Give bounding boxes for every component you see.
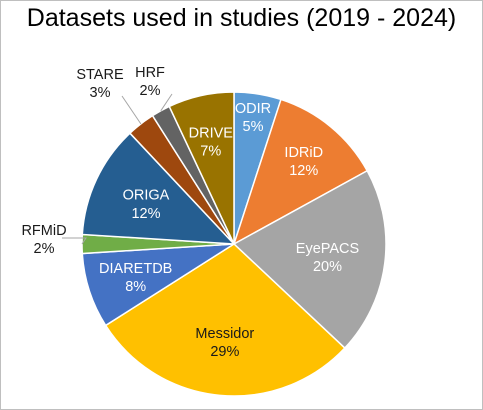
pie-slice-eyepacs: [232, 169, 387, 350]
slice-label-odir: ODIR 5%: [235, 101, 271, 135]
pie-slice-messidor: [104, 243, 346, 397]
slice-label-messidor: Messidor 29%: [195, 326, 254, 360]
chart-title: Datasets used in studies (2019 - 2024): [26, 4, 457, 32]
leader-line-rfmid: [62, 237, 87, 245]
slice-label-hrf: HRF 2%: [135, 65, 165, 99]
slice-label-diaretdb: DIARETDB 8%: [99, 261, 172, 295]
leader-line-hrf: [160, 93, 173, 112]
leader-line-stare: [121, 95, 142, 125]
pie-slice-drive: [168, 91, 235, 245]
slice-label-origa: ORIGA 12%: [123, 188, 170, 222]
slice-label-drive: DRIVE 7%: [189, 125, 234, 159]
slice-label-stare: STARE 3%: [76, 67, 124, 101]
slice-label-idrid: IDRiD 12%: [284, 145, 323, 179]
pie-slice-origa: [81, 132, 236, 245]
slice-label-eyepacs: EyePACS 20%: [296, 241, 359, 275]
slice-label-rfmid: RFMiD 2%: [21, 223, 66, 257]
pie-slice-idrid: [232, 98, 369, 246]
